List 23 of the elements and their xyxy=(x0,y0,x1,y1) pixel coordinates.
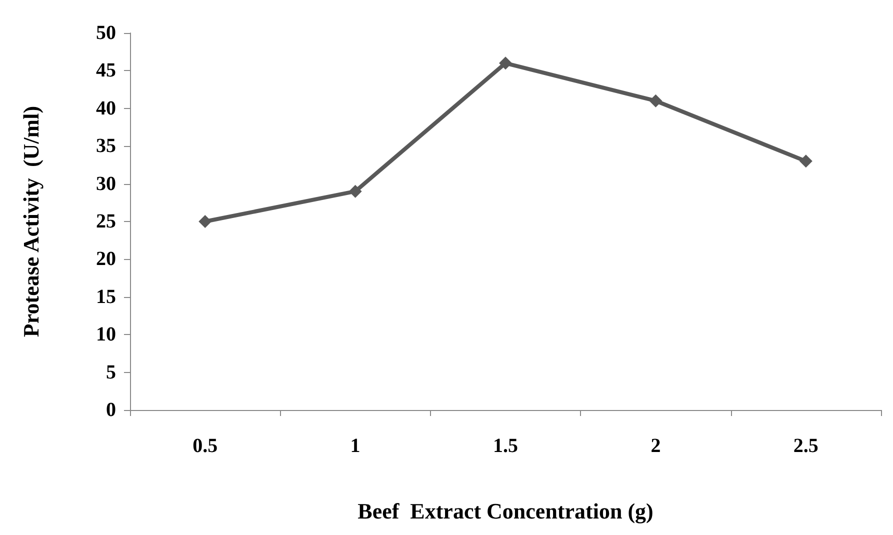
y-tick-label: 0 xyxy=(106,399,116,421)
y-tick-label: 35 xyxy=(96,135,116,158)
x-tick-label: 2 xyxy=(650,435,661,457)
point xyxy=(499,56,512,70)
x-tick-label: 1 xyxy=(350,435,360,457)
y-tick-label: 50 xyxy=(96,22,116,44)
y-tick-label: 30 xyxy=(96,172,116,195)
y-tick-label: 5 xyxy=(106,361,116,384)
y-tick-label: 40 xyxy=(96,97,116,120)
y-tick-label: 10 xyxy=(96,324,116,346)
y-tick-label: 20 xyxy=(96,248,116,270)
point xyxy=(799,154,812,168)
x-tick-label: 0.5 xyxy=(192,435,218,457)
y-tick-label: 45 xyxy=(96,60,116,82)
x-tick-label: 2.5 xyxy=(793,435,818,457)
point xyxy=(348,184,362,198)
point xyxy=(649,94,662,108)
y-axis-title: Protease Activity (U/ml) xyxy=(18,106,44,338)
y-tick-label: 25 xyxy=(96,210,116,232)
x-axis-title: Beef Extract Concentration (g) xyxy=(358,498,654,524)
point xyxy=(198,215,212,228)
x-tick-label: 1.5 xyxy=(493,435,518,457)
y-tick-label: 15 xyxy=(96,286,116,308)
